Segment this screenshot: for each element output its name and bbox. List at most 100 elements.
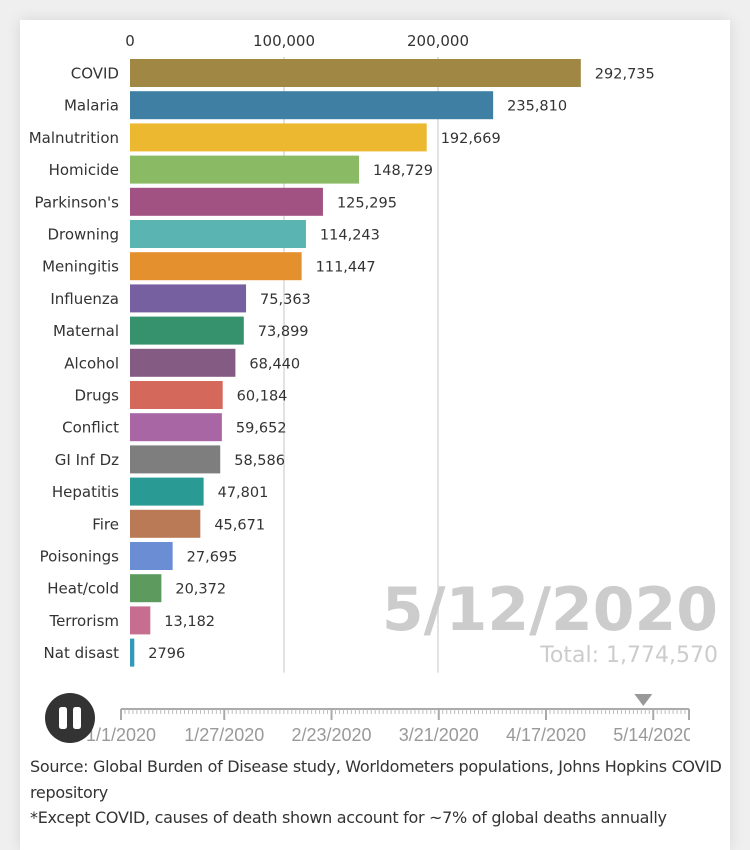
value-label: 125,295 bbox=[337, 195, 397, 211]
category-label: Influenza bbox=[50, 290, 119, 308]
timeline-date-label: 5/14/2020 bbox=[613, 725, 693, 745]
footnote: *Except COVID, causes of death shown acc… bbox=[30, 808, 667, 827]
bar bbox=[130, 638, 135, 667]
bar-row: Drugs 60,184 bbox=[74, 381, 287, 409]
category-label: Malaria bbox=[64, 97, 119, 115]
x-tick-label: 100,000 bbox=[253, 32, 315, 50]
value-label: 235,810 bbox=[507, 99, 567, 115]
source-note: Source: Global Burden of Disease study, … bbox=[30, 757, 722, 802]
category-label: Hepatitis bbox=[52, 483, 119, 501]
bar-row: Hepatitis 47,801 bbox=[52, 477, 269, 506]
value-label: 2796 bbox=[148, 646, 185, 662]
category-label: Drowning bbox=[47, 226, 119, 244]
bar-row: Maternal 73,899 bbox=[53, 316, 309, 345]
bar bbox=[130, 252, 302, 281]
bar bbox=[130, 413, 222, 442]
timeline-slider[interactable]: 1/1/2020 1/27/2020 2/23/2020 3/21/2020 4/17/… bbox=[86, 694, 693, 745]
bar bbox=[130, 316, 244, 345]
bar-row: Malaria 235,810 bbox=[64, 91, 567, 120]
timeline-date-label: 1/27/2020 bbox=[184, 725, 264, 745]
value-label: 114,243 bbox=[320, 228, 380, 244]
category-label: GI Inf Dz bbox=[55, 451, 119, 469]
timeline-ticks bbox=[120, 709, 690, 720]
timeline-date-label: 4/17/2020 bbox=[506, 725, 586, 745]
category-label: Nat disast bbox=[44, 644, 120, 662]
bar-row: COVID 292,735 bbox=[71, 59, 655, 87]
bar bbox=[130, 574, 162, 603]
bar bbox=[130, 445, 221, 474]
bar bbox=[130, 220, 306, 248]
category-label: Fire bbox=[92, 515, 119, 533]
category-label: Parkinson's bbox=[34, 193, 119, 211]
value-label: 148,729 bbox=[373, 163, 433, 179]
total-label: Total: 1,774,570 bbox=[539, 643, 718, 668]
value-label: 27,695 bbox=[187, 550, 238, 566]
bar bbox=[130, 91, 494, 120]
value-label: 111,447 bbox=[316, 260, 376, 276]
pause-icon bbox=[59, 707, 81, 729]
bar-row: Conflict 59,652 bbox=[62, 413, 287, 442]
x-tick-label: 200,000 bbox=[407, 32, 469, 50]
bar-row: Drowning 114,243 bbox=[47, 220, 380, 248]
category-label: COVID bbox=[71, 65, 119, 83]
bar-row: Heat/cold 20,372 bbox=[47, 574, 226, 603]
value-label: 75,363 bbox=[260, 292, 311, 308]
category-label: Malnutrition bbox=[29, 129, 119, 147]
x-tick-label: 0 bbox=[125, 32, 135, 50]
bar-row: Fire 45,671 bbox=[92, 509, 265, 538]
category-label: Heat/cold bbox=[47, 580, 119, 598]
bar bbox=[130, 59, 581, 87]
value-label: 73,899 bbox=[258, 324, 309, 340]
bar bbox=[130, 477, 204, 506]
footer: Source: Global Burden of Disease study, … bbox=[30, 754, 730, 831]
value-label: 13,182 bbox=[164, 614, 215, 630]
value-label: 20,372 bbox=[175, 582, 226, 598]
bar bbox=[130, 284, 247, 313]
bar-row: Poisonings 27,695 bbox=[40, 542, 238, 570]
bar-row: Influenza 75,363 bbox=[50, 284, 311, 313]
category-label: Homicide bbox=[49, 161, 119, 179]
category-label: Poisonings bbox=[40, 548, 120, 566]
bar bbox=[130, 348, 236, 377]
bar-row: Meningitis 111,447 bbox=[42, 252, 376, 281]
bar-row: Homicide 148,729 bbox=[49, 155, 433, 184]
bar-row: Alcohol 68,440 bbox=[64, 348, 300, 377]
timeline-date-label: 2/23/2020 bbox=[291, 725, 371, 745]
value-label: 47,801 bbox=[218, 485, 269, 501]
category-label: Meningitis bbox=[42, 258, 119, 276]
bar bbox=[130, 187, 323, 216]
timeline-date-label: 1/1/2020 bbox=[86, 725, 156, 745]
value-label: 292,735 bbox=[595, 67, 655, 83]
category-label: Terrorism bbox=[48, 612, 119, 630]
timeline-marker-handle[interactable] bbox=[634, 694, 653, 706]
bar bbox=[130, 606, 151, 635]
bar-row: GI Inf Dz 58,586 bbox=[55, 445, 285, 474]
current-date-label: 5/12/2020 bbox=[382, 575, 718, 645]
category-label: Drugs bbox=[74, 387, 119, 405]
bar bbox=[130, 155, 360, 184]
bar-row: Terrorism 13,182 bbox=[48, 606, 215, 635]
bar-row: Malnutrition 192,669 bbox=[29, 123, 501, 152]
timeline-date-label: 3/21/2020 bbox=[399, 725, 479, 745]
value-label: 192,669 bbox=[441, 131, 501, 147]
pause-button-circle[interactable] bbox=[45, 693, 95, 743]
value-label: 58,586 bbox=[234, 453, 285, 469]
bar bbox=[130, 509, 201, 538]
value-label: 68,440 bbox=[249, 356, 300, 372]
bar bbox=[130, 123, 427, 152]
bar bbox=[130, 542, 173, 570]
timeline-labels: 1/1/2020 1/27/2020 2/23/2020 3/21/2020 4/17/… bbox=[86, 725, 693, 745]
bar-row: Nat disast 2796 bbox=[44, 638, 185, 667]
value-label: 45,671 bbox=[214, 517, 265, 533]
pause-button[interactable] bbox=[45, 693, 95, 743]
category-label: Alcohol bbox=[64, 354, 119, 372]
bar-chart-race: 0 100,000 200,000 COVID 292,735 Malaria 235,8… bbox=[29, 32, 718, 745]
category-label: Maternal bbox=[53, 322, 119, 340]
bar-row: Parkinson's 125,295 bbox=[34, 187, 397, 216]
value-label: 59,652 bbox=[236, 421, 287, 437]
bars: COVID 292,735 Malaria 235,810 Malnutrition 19… bbox=[29, 59, 655, 667]
x-axis: 0 100,000 200,000 bbox=[125, 32, 469, 50]
category-label: Conflict bbox=[62, 419, 119, 437]
value-label: 60,184 bbox=[237, 389, 288, 405]
bar bbox=[130, 381, 223, 409]
